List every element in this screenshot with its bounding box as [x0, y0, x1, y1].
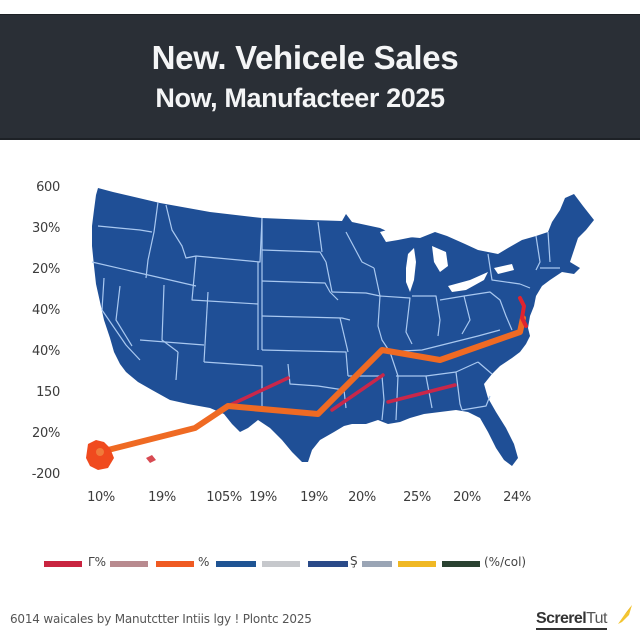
x-tick: 24%	[503, 490, 531, 505]
lake-michigan	[406, 248, 416, 292]
y-tick: 40%	[32, 303, 60, 318]
route-crimson-c	[386, 383, 457, 404]
logo-main-text: Screrel	[536, 610, 587, 627]
legend-swatch-navy	[308, 561, 348, 567]
gulf-coast-cutout	[372, 418, 420, 430]
state-borders	[91, 201, 560, 421]
route-lines	[97, 296, 528, 455]
route-orange	[97, 315, 526, 455]
us-map-shape	[92, 188, 594, 466]
y-tick: 150	[36, 385, 60, 400]
x-tick: 19%	[148, 490, 176, 505]
y-tick: 30%	[32, 221, 60, 236]
lake-erie	[448, 272, 488, 292]
lake-ontario	[494, 264, 514, 274]
route-crimson-b	[330, 373, 385, 412]
legend-swatch-lightgray	[262, 561, 300, 567]
x-tick: 105%	[206, 490, 242, 505]
y-tick: 40%	[32, 344, 60, 359]
legend-label: (%/col)	[484, 555, 527, 569]
y-axis: 600 30% 20% 40% 40% 150 20% -200	[0, 170, 66, 490]
x-tick: 19%	[300, 490, 328, 505]
route-crimson-a	[226, 376, 290, 408]
legend-label: Ş	[350, 554, 358, 568]
start-marker	[86, 440, 156, 470]
legend-swatch-blue	[216, 561, 256, 567]
legend-swatch-mauve	[110, 561, 148, 567]
legend-label: %	[198, 555, 210, 569]
x-tick: 10%	[87, 490, 115, 505]
legend-swatch-yellow	[398, 561, 436, 567]
x-tick: 20%	[348, 490, 376, 505]
x-tick: 25%	[403, 490, 431, 505]
legend-swatch-slate	[362, 561, 392, 567]
legend-swatch-orange	[156, 561, 194, 567]
y-tick: 20%	[32, 426, 60, 441]
x-axis: 10% 19% 105% 19% 19% 20% 25% 20% 24%	[60, 490, 640, 510]
y-tick: 600	[36, 180, 60, 195]
legend-swatch-crimson	[44, 561, 82, 567]
legend-swatch-darkgreen	[442, 561, 480, 567]
title-banner: New. Vehicele Sales Now, Manufacteer 202…	[0, 14, 640, 140]
logo-wordmark: ScrerelTut	[536, 610, 607, 630]
legend: Γ% % Ş (%/col)	[44, 554, 604, 575]
chart-subtitle: Now, Manufacteer 2025	[155, 82, 445, 113]
chart-title: New. Vehicele Sales	[151, 38, 459, 76]
brand-logo: ScrerelTut	[536, 604, 636, 636]
legend-label: Γ%	[88, 555, 107, 569]
source-note: 6014 waicales by Manutctter Intiis lgy !…	[10, 612, 312, 626]
route-red-highlight	[518, 296, 528, 328]
x-tick: 20%	[453, 490, 481, 505]
y-tick: 20%	[32, 262, 60, 277]
logo-bird-icon	[618, 605, 632, 624]
lake-superior	[380, 226, 432, 242]
y-tick: -200	[31, 467, 61, 482]
logo-tail-text: Tut	[586, 610, 607, 627]
lake-huron	[432, 246, 448, 272]
x-tick: 19%	[249, 490, 277, 505]
